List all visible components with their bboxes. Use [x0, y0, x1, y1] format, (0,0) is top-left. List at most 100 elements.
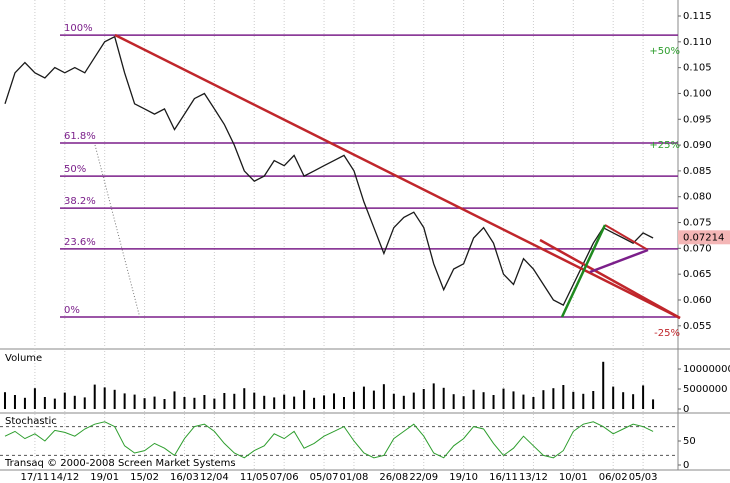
- x-tick-label: 05/07: [310, 472, 339, 483]
- data-layer: [3, 35, 655, 459]
- volume-bar: [522, 394, 525, 409]
- trend-line: [589, 248, 649, 274]
- trend-line: [604, 224, 649, 251]
- volume-bar: [173, 391, 176, 409]
- volume-bar: [342, 397, 345, 409]
- volume-bar: [552, 388, 555, 409]
- fib-layer: 100% 61.8% 50% 38.2% 23.6% 0%: [60, 23, 678, 318]
- volume-bar: [23, 397, 26, 409]
- volume-bar: [422, 389, 425, 409]
- panel-title: Volume: [5, 353, 42, 364]
- line-series: [4, 35, 654, 306]
- x-tick-label: 12/04: [200, 472, 229, 483]
- volume-bar: [283, 394, 286, 409]
- volume-bar: [143, 398, 146, 409]
- x-tick-label: 16/03: [170, 472, 199, 483]
- volume-bar: [323, 395, 326, 409]
- y-tick-label: 10000000: [683, 364, 730, 375]
- annotation: +25%: [649, 140, 680, 151]
- volume-bar: [233, 393, 236, 409]
- y-tick-label: 0.100: [683, 88, 712, 99]
- y-tick-label: 0.065: [683, 269, 712, 280]
- volume-bar: [592, 391, 595, 409]
- fib-label: 100%: [64, 23, 93, 34]
- volume-bar: [113, 389, 116, 409]
- y-tick-label: 0.095: [683, 114, 712, 125]
- y-tick-label: 0.115: [683, 11, 712, 22]
- fib-label: 38.2%: [64, 196, 96, 207]
- volume-bar: [482, 392, 485, 409]
- y-tick-label: 0.060: [683, 295, 712, 306]
- drawing-tools: [94, 33, 681, 320]
- volume-bar: [253, 392, 256, 409]
- volume-bar: [73, 395, 76, 409]
- volume-bar: [313, 397, 316, 409]
- volume-bar: [512, 391, 515, 409]
- y-tick-label: 0.085: [683, 166, 712, 177]
- volume-bar: [542, 390, 545, 409]
- volume-bar: [123, 393, 126, 409]
- last-price-tag: [678, 230, 730, 245]
- volume-bar: [572, 391, 575, 409]
- volume-bar: [442, 387, 445, 409]
- volume-bar: [432, 383, 435, 409]
- x-tick-label: 10/01: [559, 472, 588, 483]
- y-tick-label: 0.070: [683, 243, 712, 254]
- volume-bar: [602, 361, 605, 409]
- volume-bar: [83, 397, 86, 409]
- volume-bar: [562, 385, 565, 409]
- volume-bar: [243, 388, 246, 409]
- volume-bar: [392, 393, 395, 409]
- y-tick-label: 0: [683, 404, 689, 415]
- x-tick-label: 07/06: [270, 472, 299, 483]
- volume-bar: [632, 394, 635, 409]
- x-tick-label: 05/03: [629, 472, 658, 483]
- volume-bar: [652, 399, 655, 409]
- y-tick-label: 0.090: [683, 140, 712, 151]
- volume-bar: [472, 389, 475, 409]
- volume-bar: [582, 393, 585, 409]
- grid-layer: [0, 0, 678, 470]
- y-tick-label: 5000000: [683, 384, 728, 395]
- volume-bar: [452, 394, 455, 409]
- volume-bar: [163, 399, 166, 409]
- volume-bar: [612, 386, 615, 409]
- volume-bar: [532, 397, 535, 409]
- x-tick-label: 11/05: [240, 472, 269, 483]
- y-tick-label: 0: [683, 460, 689, 471]
- last-price-label: 0.07214: [683, 232, 724, 243]
- x-tick-label: 26/08: [379, 472, 408, 483]
- volume-bar: [43, 397, 46, 409]
- trend-line: [560, 224, 607, 318]
- volume-bar: [362, 386, 365, 409]
- volume-bar: [63, 392, 66, 409]
- x-tick-label: 06/02: [599, 472, 628, 483]
- panel-title: Stochastic: [5, 416, 57, 427]
- volume-bar: [502, 388, 505, 409]
- volume-bar: [103, 387, 106, 409]
- volume-bar: [382, 384, 385, 409]
- volume-bar: [183, 397, 186, 409]
- volume-bar: [372, 390, 375, 409]
- annotation: +50%: [649, 46, 680, 57]
- volume-bar: [273, 397, 276, 409]
- y-tick-label: 50: [683, 436, 696, 447]
- volume-bar: [462, 396, 465, 409]
- volume-bar: [303, 390, 306, 409]
- volume-bar: [53, 398, 56, 409]
- x-tick-label: 13/12: [519, 472, 548, 483]
- volume-bar: [93, 384, 96, 409]
- volume-bar: [133, 394, 136, 409]
- fib-label: 50%: [64, 164, 86, 175]
- volume-bar: [3, 392, 6, 409]
- x-tick-label: 01/08: [340, 472, 369, 483]
- footer: Transaq © 2000-2008 Screen Market System…: [4, 458, 236, 469]
- x-tick-label: 15/02: [130, 472, 159, 483]
- volume-bar: [622, 392, 625, 409]
- volume-bar: [213, 398, 216, 409]
- volume-bar: [33, 388, 36, 409]
- volume-bar: [223, 393, 226, 409]
- fib-label: 0%: [64, 305, 80, 316]
